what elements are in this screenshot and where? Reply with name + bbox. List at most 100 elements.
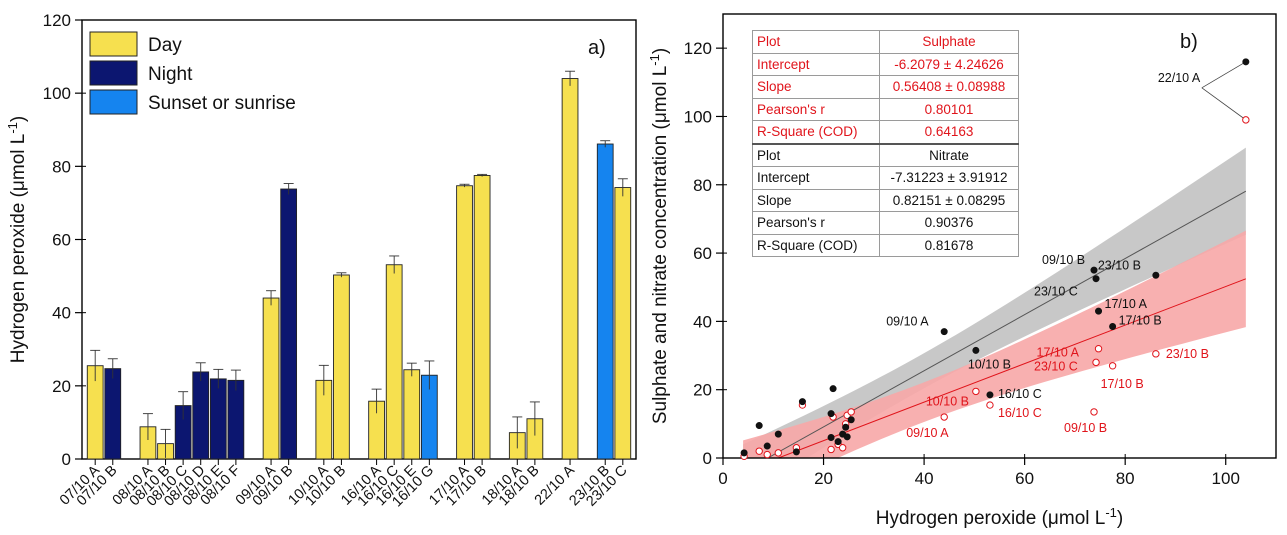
table-row: Slope 0.82151 ± 0.08295	[752, 188, 1019, 212]
table-cell-label: Plot	[752, 30, 880, 54]
panel-label: b)	[1180, 31, 1198, 53]
point-annotation: 16/10 C	[998, 406, 1042, 420]
table-cell-value: -6.2079 ± 4.24626	[879, 52, 1019, 76]
point-annotation: 10/10 B	[968, 357, 1011, 371]
sulphate-point	[1108, 362, 1117, 370]
legend-swatch	[89, 60, 138, 86]
point-annotation: 23/10 B	[1166, 347, 1209, 361]
x-tick-label: 0	[718, 469, 727, 488]
nitrate-point	[940, 328, 948, 336]
y-tick-label: 80	[52, 157, 71, 176]
legend-label: Night	[148, 64, 193, 85]
point-annotation: 10/10 B	[926, 394, 969, 408]
nitrate-point	[774, 430, 782, 438]
bar	[403, 369, 421, 460]
table-row: Intercept -7.31223 ± 3.91912	[752, 166, 1019, 190]
point-annotation: 09/10 B	[1064, 421, 1107, 435]
nitrate-point	[1242, 58, 1250, 66]
sulphate-point	[763, 450, 771, 459]
table-cell-value: 0.56408 ± 0.08988	[879, 75, 1019, 99]
table-cell-value: 0.64163	[879, 120, 1019, 144]
x-tick-label: 20	[814, 469, 833, 488]
x-tick-label: 60	[1015, 469, 1034, 488]
scatter-chart-sulphate-nitrate: 0 20 40 60 80 100 0 20 40 60 80 100 120 Hydrogen pero…	[647, 13, 1277, 530]
table-cell-label: Pearson's r	[752, 97, 880, 121]
bar-group: 17/10 A	[426, 183, 473, 509]
y-tick-label: 100	[684, 107, 712, 126]
sulphate-point	[827, 445, 835, 454]
table-row: Slope 0.56408 ± 0.08988	[752, 75, 1019, 99]
y-tick-label: 60	[52, 231, 71, 250]
point-annotation: 09/10 A	[886, 315, 929, 329]
plot-frame	[81, 19, 637, 460]
legend-label: Sunset or sunrise	[148, 93, 296, 114]
nitrate-point	[986, 391, 994, 399]
nitrate-point	[798, 398, 806, 406]
nitrate-point	[827, 410, 835, 418]
nitrate-point	[847, 416, 855, 424]
y-tick-label: 20	[52, 377, 71, 396]
table-cell-value: Sulphate	[879, 30, 1019, 54]
table-row: Pearson's r 0.90376	[752, 211, 1019, 235]
point-annotation: 17/10 B	[1119, 314, 1162, 328]
y-axis-label: Sulphate and nitrate concentration (μmol…	[647, 48, 672, 424]
sulphate-point	[755, 447, 763, 455]
nitrate-point	[972, 346, 980, 354]
y-tick-label: 100	[43, 84, 71, 103]
point-annotation: 09/10 B	[1042, 253, 1085, 267]
table-cell-label: Intercept	[752, 52, 880, 76]
y-tick-label: 0	[703, 449, 712, 468]
table-cell-value: 0.82151 ± 0.08295	[879, 188, 1019, 212]
table-cell-value: 0.80101	[879, 97, 1019, 121]
bar-chart-hydrogen-peroxide: 0 20 40 60 80 100 120 Hydrogen peroxide (μmol L…	[5, 11, 637, 510]
leader-line	[1201, 87, 1247, 121]
table-row: Plot Nitrate	[752, 142, 1019, 167]
y-tick-label: 120	[43, 11, 71, 30]
bar	[333, 274, 350, 460]
legend-swatch	[89, 31, 138, 57]
point-annotation: 16/10 C	[998, 387, 1042, 401]
x-tick-label: 40	[915, 469, 934, 488]
sulphate-point	[1152, 350, 1160, 358]
table-cell-label: Intercept	[752, 166, 880, 190]
point-annotation: 23/10 B	[1098, 258, 1141, 272]
panel-label: a)	[588, 37, 606, 59]
table-cell-label: R-Square (COD)	[752, 120, 880, 144]
leader-line	[1201, 61, 1247, 89]
table-cell-value: 0.90376	[879, 211, 1019, 235]
nitrate-point	[792, 448, 800, 456]
point-annotation: 09/10 A	[906, 426, 949, 440]
sulphate-point	[838, 444, 847, 452]
nitrate-point	[1092, 275, 1100, 283]
y-tick-label: 60	[693, 244, 712, 263]
table-cell-value: Nitrate	[879, 142, 1019, 167]
x-tick-label: 100	[1212, 469, 1240, 488]
nitrate-point	[843, 433, 851, 441]
sulphate-point	[1242, 116, 1250, 124]
nitrate-point	[834, 438, 842, 446]
y-tick-label: 20	[693, 381, 712, 400]
nitrate-point	[1109, 323, 1117, 331]
bar	[596, 143, 614, 460]
sulphate-confidence-band	[743, 230, 1246, 458]
table-row: R-Square (COD) 0.81678	[752, 233, 1019, 257]
point-annotation: 17/10 A	[1105, 297, 1148, 311]
table-cell-label: Slope	[752, 188, 880, 212]
point-annotation: 17/10 A	[1037, 346, 1080, 360]
x-axis-label: Hydrogen peroxide (μmol L-1)	[876, 505, 1123, 530]
table-row: Pearson's r 0.80101	[752, 97, 1019, 121]
bar	[385, 264, 403, 460]
point-annotation: 23/10 C	[1034, 285, 1078, 299]
table-row: Plot Sulphate	[752, 30, 1019, 54]
bar	[473, 175, 491, 460]
nitrate-point	[755, 422, 763, 430]
nitrate-point	[1090, 266, 1098, 274]
nitrate-point	[763, 442, 771, 450]
sulphate-point	[940, 413, 948, 421]
point-annotation: 17/10 B	[1101, 377, 1144, 391]
bar	[209, 378, 227, 460]
table-cell-label: Pearson's r	[752, 211, 880, 235]
sulphate-point	[847, 408, 855, 416]
y-tick-label: 40	[693, 312, 712, 331]
legend-label: Day	[148, 35, 182, 56]
